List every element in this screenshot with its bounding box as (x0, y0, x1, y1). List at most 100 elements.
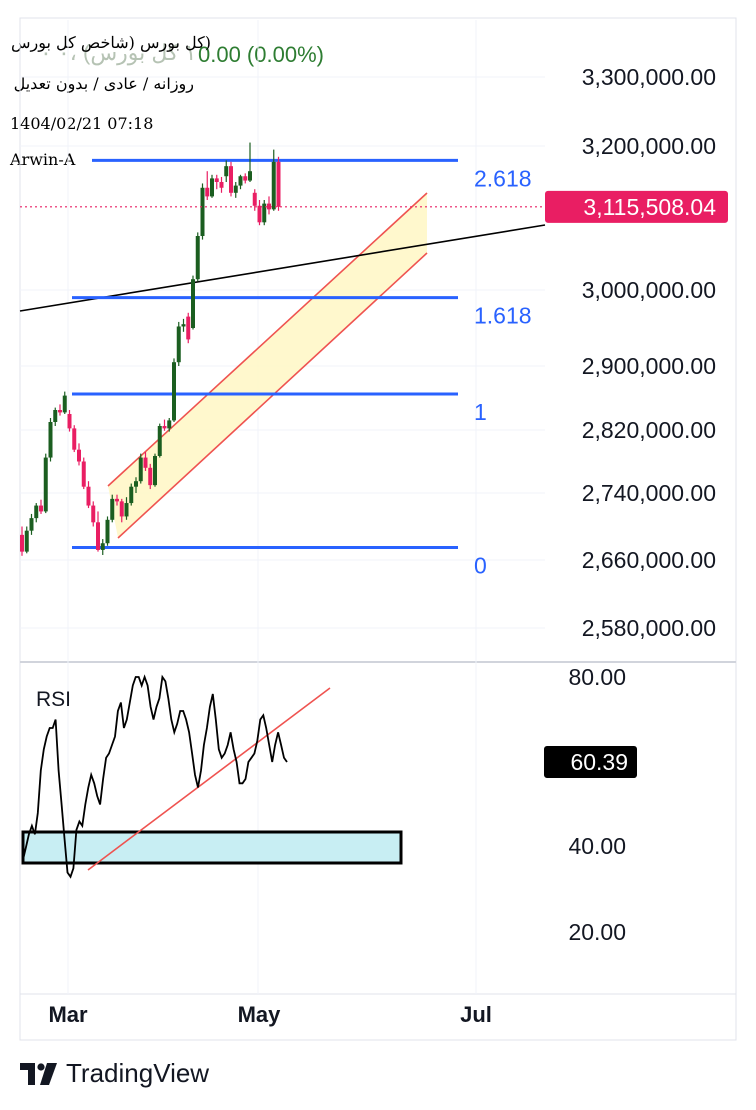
candle-body-21 (119, 501, 124, 517)
candle-body-53 (271, 161, 276, 210)
candle-body-40 (210, 178, 214, 197)
price-tick-label-4: 2,820,000.00 (582, 417, 716, 443)
candle-body-11 (72, 428, 77, 450)
fib-label-1: 1.618 (474, 303, 532, 329)
candle-body-6 (48, 422, 53, 458)
time-tick-label-1: May (238, 1002, 282, 1027)
chart-frame (19, 17, 737, 1041)
rsi-pane[interactable]: RSI 80.00 40.00 20.00 60.39 (21, 664, 637, 945)
channel-fill (108, 193, 427, 538)
candle-body-44 (229, 166, 233, 193)
last-price-label: 3,115,508.04 (583, 194, 716, 220)
candle-body-50 (257, 205, 262, 223)
rsi-support-zone (21, 830, 403, 865)
tradingview-brand[interactable]: TradingView (20, 1058, 209, 1089)
rsi-tick-label-2: 20.00 (568, 919, 626, 945)
price-tick-label-7: 2,580,000.00 (582, 615, 716, 641)
rsi-line (22, 674, 288, 879)
rsi-tick-label-1: 40.00 (568, 833, 626, 859)
candle-body-3 (34, 505, 39, 519)
candle-body-31 (167, 420, 172, 429)
candle-body-22 (124, 503, 129, 517)
candle-body-10 (67, 414, 72, 429)
candle-body-35 (186, 316, 191, 340)
candle-body-43 (224, 166, 229, 177)
price-axis[interactable]: 3,300,000.00 3,200,000.00 3,000,000.00 2,90… (545, 64, 728, 641)
candle-body-29 (157, 426, 162, 456)
fib-label-3: 0 (474, 552, 487, 578)
candle-body-12 (77, 449, 81, 462)
price-tick-label-1: 3,200,000.00 (582, 133, 716, 159)
candle-body-14 (86, 486, 91, 506)
time-tick-label-0: Mar (48, 1002, 88, 1027)
snapshot-datetime: 1404/02/21 07:18 (10, 114, 154, 133)
candle-body-45 (233, 185, 238, 193)
candle-body-25 (138, 457, 143, 482)
candle-body-28 (153, 455, 157, 486)
candle-body-41 (214, 178, 219, 182)
grid (20, 20, 545, 994)
header-background (0, 18, 222, 138)
price-tick-label-5: 2,740,000.00 (582, 480, 716, 506)
candle-body-1 (24, 530, 29, 552)
symbol-title: (کل بورس (شاخص کل بورس (10, 33, 211, 52)
candle-body-39 (205, 187, 210, 197)
candle-body-23 (129, 486, 134, 504)
candle-body-38 (200, 187, 205, 236)
candle-body-0 (20, 534, 24, 552)
candle-body-2 (29, 518, 34, 531)
rsi-pane-title: RSI (36, 688, 71, 711)
candle-body-42 (219, 182, 224, 188)
candle-body-4 (39, 505, 43, 512)
candle-body-54 (276, 161, 281, 207)
price-tick-label-0: 3,300,000.00 (582, 64, 716, 90)
tradingview-logo-icon (20, 1062, 57, 1085)
candle-body-5 (43, 457, 48, 512)
time-axis[interactable]: Mar May Jul (48, 1002, 491, 1027)
candle-body-8 (58, 410, 62, 413)
fib-extension[interactable]: 2.618 1.618 1 0 (72, 158, 532, 578)
last-price-tag (545, 190, 728, 223)
candle-body-49 (252, 192, 257, 206)
symbol-ghost-text: ۱ کل بورس) ،۰ ۰ (40, 40, 197, 65)
candle-body-15 (91, 505, 96, 523)
price-tick-label-3: 2,900,000.00 (582, 353, 716, 379)
candle-body-34 (181, 324, 186, 327)
candle-body-48 (248, 171, 252, 181)
rsi-value-tag (544, 746, 637, 778)
price-tick-label-2: 3,000,000.00 (582, 277, 716, 303)
channel-upper-line (107, 192, 428, 487)
fib-label-2: 1 (474, 399, 487, 425)
price-tick-label-6: 2,660,000.00 (582, 547, 716, 573)
candle-body-46 (238, 176, 243, 186)
candle-body-26 (143, 457, 148, 468)
candle-body-20 (115, 498, 119, 502)
candle-body-18 (105, 519, 110, 544)
rsi-value-label: 60.39 (570, 749, 628, 775)
candle-body-51 (262, 203, 267, 223)
chart-settings-subtitle: روزانه / عادی / بدون تعدیل (13, 74, 194, 93)
candle-body-17 (100, 543, 105, 550)
candle-body-32 (172, 362, 176, 421)
candle-body-19 (110, 498, 115, 520)
candle-body-27 (148, 467, 153, 486)
author-name: Arwin-A (10, 150, 76, 169)
candle-body-52 (267, 203, 271, 210)
rsi-tick-label-0: 80.00 (568, 664, 626, 690)
candle-body-9 (62, 395, 67, 413)
candle-body-13 (81, 461, 86, 487)
candle-body-24 (134, 481, 138, 487)
candle-body-36 (191, 279, 195, 328)
candle-body-30 (162, 426, 167, 429)
rsi-trendline (87, 687, 331, 871)
candlestick-series[interactable] (20, 142, 545, 556)
fib-label-0: 2.618 (474, 165, 532, 191)
candle-body-7 (53, 410, 58, 422)
candle-body-47 (243, 176, 248, 181)
candle-body-37 (195, 236, 200, 280)
price-change: 0.00 (0.00%) (198, 42, 324, 67)
time-tick-label-2: Jul (460, 1002, 492, 1027)
candle-body-33 (176, 326, 181, 363)
brand-name: TradingView (66, 1058, 210, 1088)
